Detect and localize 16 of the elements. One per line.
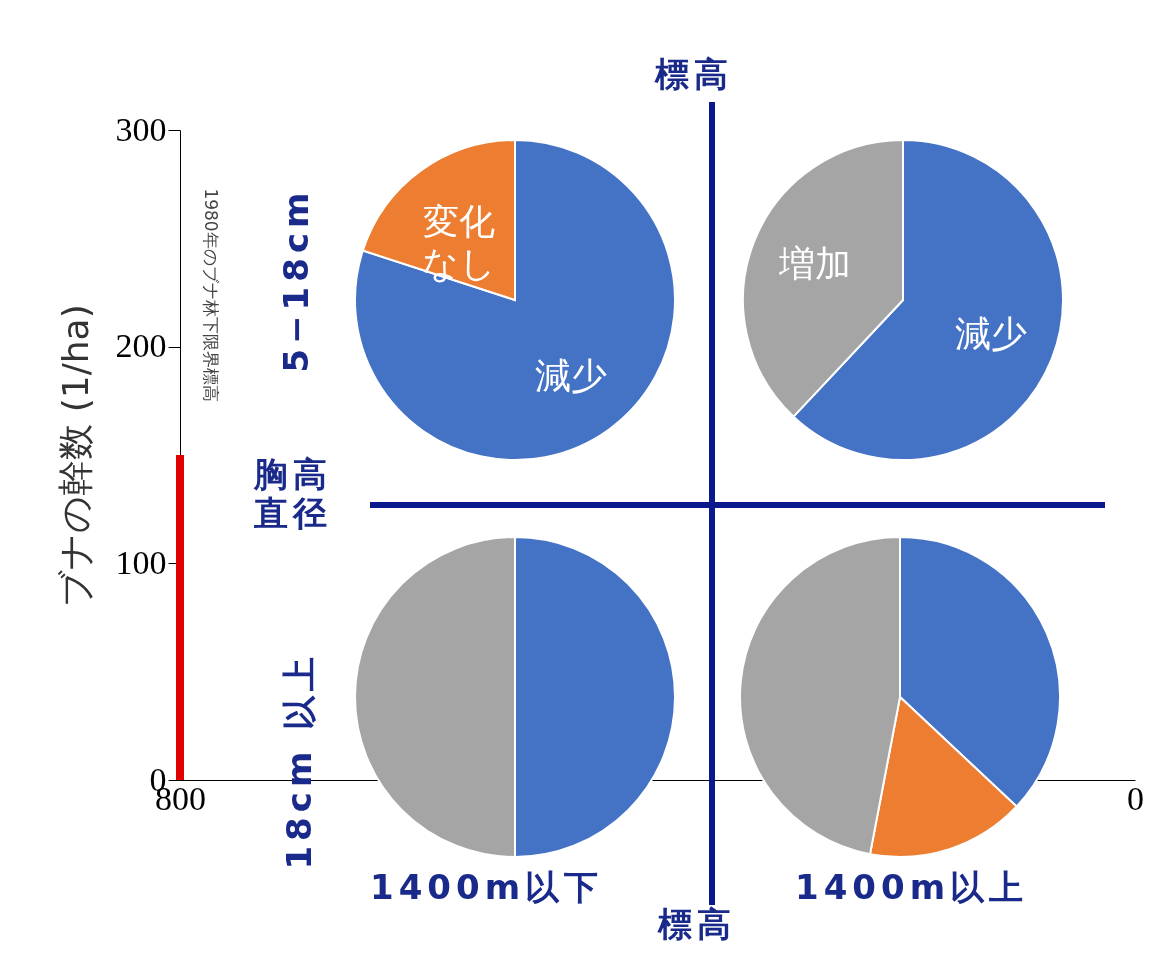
text: 1400m以上 <box>795 867 1029 908</box>
annotation: 胸高直径 <box>252 454 333 534</box>
text: 1400m以下 <box>370 867 604 908</box>
slice-label: 増加 <box>777 243 851 285</box>
annotation: 1980年のブナ林下限界標高 <box>201 188 221 402</box>
text: 標高 <box>658 904 736 945</box>
y-tick-label: 100 <box>115 543 167 581</box>
slice-label: 減少 <box>955 312 1028 354</box>
annotation: 18cm 以上 <box>279 651 320 870</box>
pie-slice <box>355 140 675 460</box>
y-tick-label: 300 <box>115 110 167 148</box>
y-axis-title: ブナの幹数 (1/ha) <box>54 304 96 607</box>
y-tick-label: 200 <box>115 327 167 365</box>
slice-label: 減少 <box>534 354 607 396</box>
text: 標高 <box>655 54 733 95</box>
annotation: 5−18cm <box>276 187 317 373</box>
